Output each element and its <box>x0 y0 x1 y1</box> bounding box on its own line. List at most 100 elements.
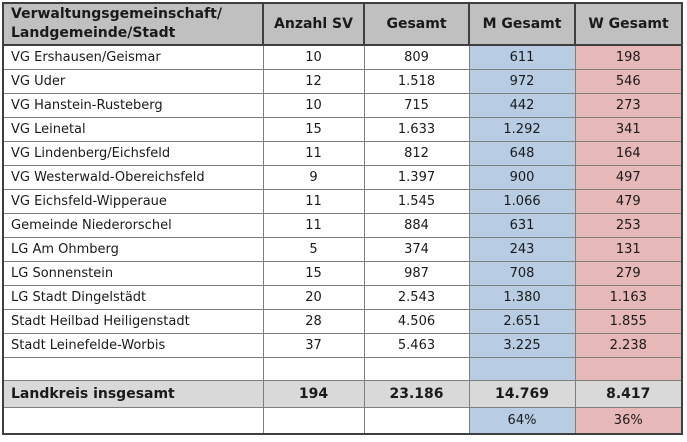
cell-w-gesamt: 1.855 <box>574 309 683 334</box>
cell-gesamt: 987 <box>363 261 470 286</box>
cell-empty-gesamt <box>363 357 470 381</box>
cell-w-gesamt: 273 <box>574 93 683 118</box>
cell-anzahl-sv: 37 <box>262 333 365 358</box>
percent-row: 64% 36% <box>2 407 683 435</box>
table-footer: Landkreis insgesamt 194 23.186 14.769 8.… <box>2 357 683 435</box>
empty-row <box>2 357 683 381</box>
cell-gesamt: 1.633 <box>363 117 470 142</box>
cell-total-w-gesamt: 8.417 <box>574 380 683 408</box>
cell-anzahl-sv: 5 <box>262 237 365 262</box>
cell-w-gesamt: 131 <box>574 237 683 262</box>
cell-m-gesamt: 972 <box>468 69 576 94</box>
cell-anzahl-sv: 20 <box>262 285 365 310</box>
cell-gesamt: 812 <box>363 141 470 166</box>
cell-gesamt: 715 <box>363 93 470 118</box>
table-row: Gemeinde Niederorschel 11 884 631 253 <box>2 213 683 238</box>
cell-gesamt: 1.518 <box>363 69 470 94</box>
cell-anzahl-sv: 10 <box>262 93 365 118</box>
table-row: VG Hanstein-Rusteberg 10 715 442 273 <box>2 93 683 118</box>
cell-w-gesamt: 253 <box>574 213 683 238</box>
cell-region-name: LG Am Ohmberg <box>2 237 264 262</box>
table-row: LG Am Ohmberg 5 374 243 131 <box>2 237 683 262</box>
cell-anzahl-sv: 11 <box>262 141 365 166</box>
cell-gesamt: 374 <box>363 237 470 262</box>
cell-region-name: Stadt Leinefelde-Worbis <box>2 333 264 358</box>
cell-m-gesamt: 631 <box>468 213 576 238</box>
cell-empty-anzahl-sv <box>262 357 365 381</box>
col-header-region-line2: Landgemeinde/Stadt <box>11 25 176 41</box>
cell-region-name: Stadt Heilbad Heiligenstadt <box>2 309 264 334</box>
cell-region-name: Gemeinde Niederorschel <box>2 213 264 238</box>
cell-w-gesamt: 198 <box>574 44 683 70</box>
cell-m-gesamt: 442 <box>468 93 576 118</box>
col-header-region-line1: Verwaltungsgemeinschaft/ <box>11 6 222 23</box>
table-row: VG Leinetal 15 1.633 1.292 341 <box>2 117 683 142</box>
cell-empty-m-gesamt <box>468 357 576 381</box>
cell-m-gesamt: 708 <box>468 261 576 286</box>
cell-w-gesamt: 341 <box>574 117 683 142</box>
cell-m-gesamt: 900 <box>468 165 576 190</box>
cell-gesamt: 884 <box>363 213 470 238</box>
cell-m-gesamt: 1.380 <box>468 285 576 310</box>
cell-m-gesamt: 2.651 <box>468 309 576 334</box>
cell-anzahl-sv: 15 <box>262 261 365 286</box>
table-row: VG Ershausen/Geismar 10 809 611 198 <box>2 44 683 70</box>
cell-percent-gesamt <box>363 407 470 435</box>
col-header-anzahl-sv: Anzahl SV <box>262 2 365 46</box>
header-row: Verwaltungsgemeinschaft/Landgemeinde/Sta… <box>2 2 683 46</box>
cell-anzahl-sv: 10 <box>262 44 365 70</box>
table-row: VG Uder 12 1.518 972 546 <box>2 69 683 94</box>
cell-anzahl-sv: 12 <box>262 69 365 94</box>
cell-region-name: VG Lindenberg/Eichsfeld <box>2 141 264 166</box>
cell-total-anzahl-sv: 194 <box>262 380 365 408</box>
cell-anzahl-sv: 11 <box>262 189 365 214</box>
col-header-gesamt: Gesamt <box>363 2 470 46</box>
cell-region-name: VG Westerwald-Obereichsfeld <box>2 165 264 190</box>
cell-empty-w-gesamt <box>574 357 683 381</box>
table-body: VG Ershausen/Geismar 10 809 611 198 VG Uder 12… <box>2 44 683 358</box>
cell-w-gesamt: 1.163 <box>574 285 683 310</box>
cell-m-gesamt: 3.225 <box>468 333 576 358</box>
cell-total-gesamt: 23.186 <box>363 380 470 408</box>
cell-total-m-gesamt: 14.769 <box>468 380 576 408</box>
cell-gesamt: 5.463 <box>363 333 470 358</box>
cell-m-gesamt: 243 <box>468 237 576 262</box>
cell-w-gesamt: 164 <box>574 141 683 166</box>
table-row: VG Lindenberg/Eichsfeld 11 812 648 164 <box>2 141 683 166</box>
table-row: VG Eichsfeld-Wipperaue 11 1.545 1.066 479 <box>2 189 683 214</box>
cell-percent-anzahl-sv <box>262 407 365 435</box>
cell-m-gesamt: 611 <box>468 44 576 70</box>
cell-gesamt: 4.506 <box>363 309 470 334</box>
cell-region-name: VG Hanstein-Rusteberg <box>2 93 264 118</box>
col-header-m-gesamt: M Gesamt <box>468 2 576 46</box>
cell-anzahl-sv: 9 <box>262 165 365 190</box>
cell-m-percent: 64% <box>468 407 576 435</box>
table-row: VG Westerwald-Obereichsfeld 9 1.397 900 497 <box>2 165 683 190</box>
statistics-table: Verwaltungsgemeinschaft/Landgemeinde/Sta… <box>2 2 683 435</box>
cell-region-name: VG Ershausen/Geismar <box>2 44 264 70</box>
cell-m-gesamt: 1.292 <box>468 117 576 142</box>
cell-gesamt: 2.543 <box>363 285 470 310</box>
cell-region-name: LG Sonnenstein <box>2 261 264 286</box>
col-header-w-gesamt: W Gesamt <box>574 2 683 46</box>
table-row: Stadt Heilbad Heiligenstadt 28 4.506 2.651 1… <box>2 309 683 334</box>
cell-w-gesamt: 2.238 <box>574 333 683 358</box>
cell-gesamt: 1.545 <box>363 189 470 214</box>
table-row: Stadt Leinefelde-Worbis 37 5.463 3.225 2.238 <box>2 333 683 358</box>
col-header-region: Verwaltungsgemeinschaft/Landgemeinde/Sta… <box>2 2 264 46</box>
table-row: LG Sonnenstein 15 987 708 279 <box>2 261 683 286</box>
cell-w-percent: 36% <box>574 407 683 435</box>
cell-gesamt: 809 <box>363 44 470 70</box>
cell-w-gesamt: 279 <box>574 261 683 286</box>
cell-m-gesamt: 648 <box>468 141 576 166</box>
cell-gesamt: 1.397 <box>363 165 470 190</box>
cell-anzahl-sv: 28 <box>262 309 365 334</box>
cell-region-name: LG Stadt Dingelstädt <box>2 285 264 310</box>
cell-w-gesamt: 497 <box>574 165 683 190</box>
cell-total-label: Landkreis insgesamt <box>2 380 264 408</box>
cell-w-gesamt: 479 <box>574 189 683 214</box>
cell-region-name: VG Leinetal <box>2 117 264 142</box>
table-row: LG Stadt Dingelstädt 20 2.543 1.380 1.163 <box>2 285 683 310</box>
cell-region-name: VG Uder <box>2 69 264 94</box>
cell-region-name: VG Eichsfeld-Wipperaue <box>2 189 264 214</box>
